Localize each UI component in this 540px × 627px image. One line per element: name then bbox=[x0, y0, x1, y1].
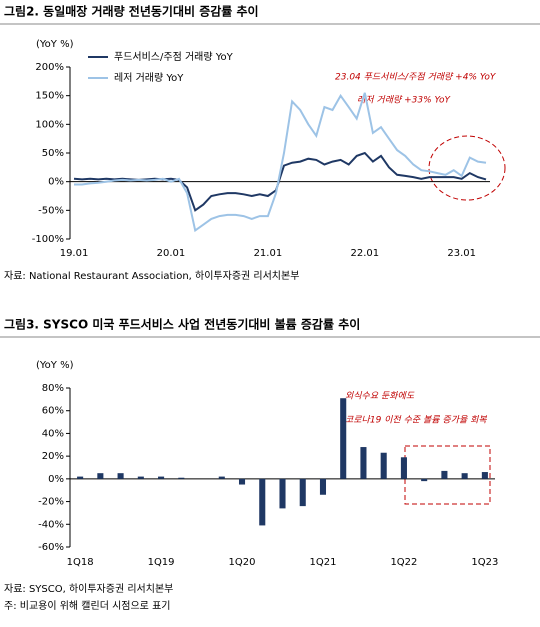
annotation: 외식수요 둔화에도 bbox=[345, 391, 415, 402]
legend-label: 푸드서비스/주점 거래량 YoY bbox=[114, 51, 234, 63]
bar bbox=[380, 452, 387, 479]
y-tick-label: 0% bbox=[48, 474, 64, 485]
chart-title: 그림3. SYSCO 미국 푸드서비스 사업 전년동기대비 볼륨 증감률 추이 bbox=[4, 317, 360, 332]
y-tick-label: -40% bbox=[38, 519, 64, 530]
note: 주: 비교용이 위해 캘린더 시점으로 표기 bbox=[4, 599, 170, 612]
bar bbox=[461, 473, 468, 479]
bar bbox=[360, 447, 367, 479]
y-tick-label: -50% bbox=[38, 205, 64, 216]
bar bbox=[117, 473, 124, 479]
y-tick-label: -100% bbox=[32, 234, 64, 245]
bar bbox=[259, 478, 266, 526]
x-tick-label: 20.01 bbox=[157, 248, 186, 259]
y-tick-label: -60% bbox=[38, 542, 64, 553]
y-tick-label: 100% bbox=[35, 119, 64, 130]
bar bbox=[238, 478, 246, 485]
y-tick-label: 60% bbox=[42, 406, 64, 417]
y-tick-label: 0% bbox=[48, 177, 64, 188]
x-tick-label: 23.01 bbox=[447, 248, 476, 259]
highlight-box bbox=[404, 445, 491, 505]
y-tick-label: 40% bbox=[42, 428, 64, 439]
line-series bbox=[74, 92, 487, 233]
y-tick-label: 150% bbox=[35, 91, 64, 102]
bar bbox=[319, 478, 327, 495]
bar bbox=[340, 398, 347, 479]
x-tick-label: 21.01 bbox=[254, 248, 283, 259]
x-tick-label: 1Q22 bbox=[390, 557, 417, 568]
y-tick-label: 200% bbox=[35, 62, 64, 73]
bar bbox=[97, 473, 104, 479]
x-tick-label: 19.01 bbox=[60, 248, 89, 259]
bar bbox=[421, 478, 428, 482]
chart-title: 그림2. 동일매장 거래량 전년동기대비 증감률 추이 bbox=[4, 4, 259, 19]
bar bbox=[279, 478, 286, 509]
source: 자료: National Restaurant Association, 하이투… bbox=[4, 269, 299, 282]
x-tick-label: 1Q21 bbox=[309, 557, 336, 568]
bar bbox=[218, 476, 225, 479]
bar bbox=[178, 477, 185, 479]
annotation: 코로나19 이전 수준 볼륨 증가율 회복 bbox=[345, 415, 487, 426]
legend-label: 레저 거래량 YoY bbox=[114, 72, 184, 84]
annotation: 23.04 푸드서비스/주점 거래량 +4% YoY bbox=[335, 72, 497, 83]
source: 자료: SYSCO, 하이투자증권 리서치본부 bbox=[4, 582, 173, 595]
axis-label: (YoY %) bbox=[36, 360, 74, 371]
x-tick-label: 1Q20 bbox=[229, 557, 256, 568]
x-tick-label: 1Q23 bbox=[471, 557, 498, 568]
x-tick-label: 22.01 bbox=[350, 248, 379, 259]
bar bbox=[441, 470, 448, 479]
y-tick-label: 80% bbox=[42, 383, 64, 394]
y-tick-label: -20% bbox=[38, 497, 64, 508]
bar bbox=[158, 476, 165, 479]
x-tick-label: 1Q18 bbox=[67, 557, 94, 568]
bar bbox=[481, 472, 488, 479]
x-tick-label: 1Q19 bbox=[148, 557, 175, 568]
highlight-ellipse bbox=[428, 135, 506, 201]
bar bbox=[77, 476, 84, 479]
y-tick-label: 20% bbox=[42, 451, 64, 462]
bar bbox=[299, 478, 306, 507]
bar bbox=[400, 457, 407, 479]
bar bbox=[137, 476, 144, 479]
annotation: 레저 거래량 +33% YoY bbox=[357, 95, 452, 106]
axis-label: (YoY %) bbox=[36, 39, 74, 50]
y-tick-label: 50% bbox=[42, 148, 64, 159]
